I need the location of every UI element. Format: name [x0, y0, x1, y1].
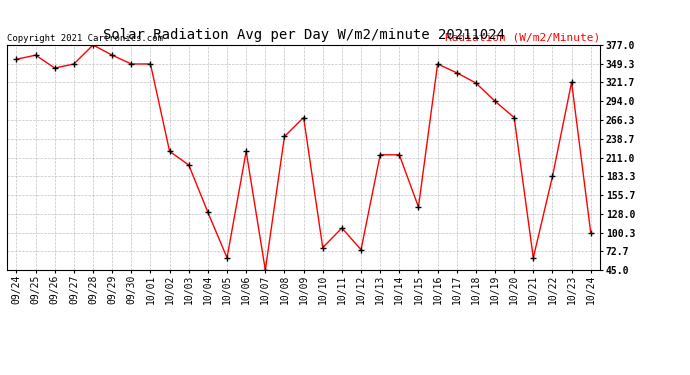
- Title: Solar Radiation Avg per Day W/m2/minute 20211024: Solar Radiation Avg per Day W/m2/minute …: [103, 28, 504, 42]
- Text: Radiation (W/m2/Minute): Radiation (W/m2/Minute): [445, 33, 600, 43]
- Text: Copyright 2021 Cartronics.com: Copyright 2021 Cartronics.com: [7, 34, 163, 43]
